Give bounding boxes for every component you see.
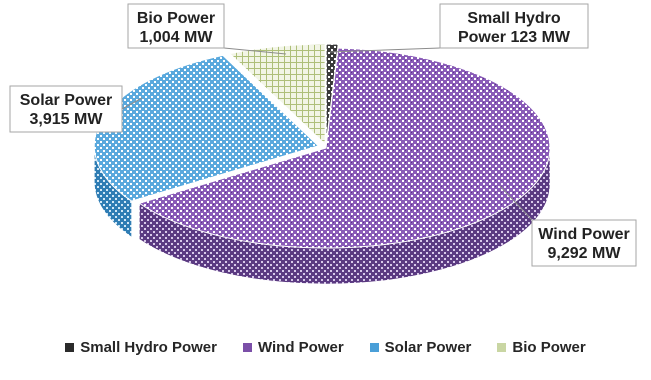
callout-box-bio-power xyxy=(127,3,225,49)
legend-label-small-hydro: Small Hydro Power xyxy=(80,339,217,356)
callout-leader-small-hydro-power xyxy=(329,47,441,53)
chart-legend: Small Hydro Power Wind Power Solar Power… xyxy=(0,339,651,356)
legend-swatch-small-hydro xyxy=(65,343,75,352)
data-label-wind-power-line1: Wind Power xyxy=(538,226,629,243)
legend-swatch-wind xyxy=(242,343,252,352)
data-label-solar-power-line2: 3,915 MW xyxy=(30,111,104,128)
data-label-solar-power-line1: Solar Power xyxy=(20,92,112,109)
legend-swatch-solar xyxy=(369,343,379,352)
callout-leader-wind-power xyxy=(499,185,533,221)
pie-slice-bio-power xyxy=(228,43,326,146)
pie-slice-wind-power xyxy=(138,47,551,249)
legend-swatch-bio xyxy=(497,343,507,352)
callout-box-solar-power xyxy=(9,85,123,133)
legend-item-wind: Wind Power xyxy=(242,339,344,356)
legend-item-bio: Bio Power xyxy=(497,339,586,356)
legend-label-bio: Bio Power xyxy=(512,339,586,356)
callout-box-wind-power xyxy=(531,219,637,267)
data-label-bio-power-line2: 1,004 MW xyxy=(140,29,214,46)
legend-item-small-hydro: Small Hydro Power xyxy=(65,339,217,356)
legend-item-solar: Solar Power xyxy=(369,339,472,356)
data-label-small-hydro-power-line1: Small Hydro xyxy=(467,10,561,27)
legend-label-solar: Solar Power xyxy=(384,339,472,356)
callout-box-small-hydro-power xyxy=(439,3,589,49)
callout-leader-solar-power xyxy=(121,97,143,110)
data-label-wind-power-line2: 9,292 MW xyxy=(548,245,622,262)
data-label-bio-power-line1: Bio Power xyxy=(137,10,215,27)
callout-leader-bio-power xyxy=(223,47,287,55)
data-label-small-hydro-power-line2: Power 123 MW xyxy=(458,29,571,46)
legend-label-wind: Wind Power xyxy=(257,339,344,356)
